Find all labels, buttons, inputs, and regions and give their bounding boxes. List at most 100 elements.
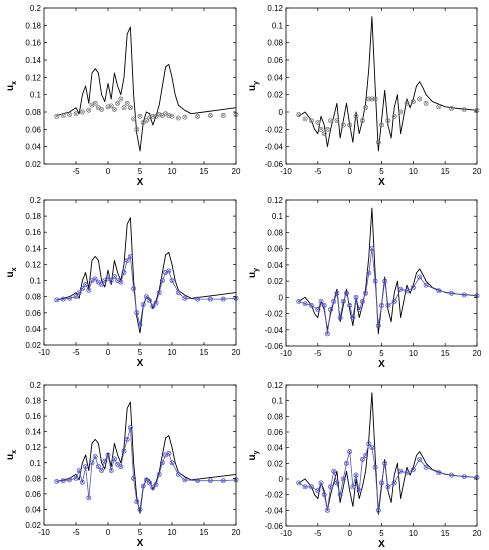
point-marker: [379, 480, 384, 486]
point-marker: [398, 109, 404, 115]
y-tick-label: 0.14: [25, 56, 41, 65]
data-point: [143, 118, 149, 124]
y-tick-label: 0: [279, 108, 284, 117]
point-marker: [140, 302, 146, 308]
point-marker-cross: [134, 310, 139, 315]
point-marker: [108, 468, 114, 474]
data-point: [398, 468, 404, 474]
point-marker-cross: [90, 460, 94, 465]
point-marker-cross: [115, 101, 120, 106]
point-marker-cross: [86, 108, 91, 113]
point-marker-cross: [170, 278, 174, 283]
data-point: [131, 286, 137, 292]
data-point: [105, 452, 111, 458]
point-marker-cross: [208, 297, 213, 301]
point-marker-cross: [115, 278, 120, 283]
y-tick-label: 0: [279, 293, 284, 302]
x-tick-label: 0: [347, 349, 352, 358]
point-marker: [385, 118, 391, 124]
point-marker-cross: [309, 485, 314, 489]
point-marker: [344, 460, 349, 466]
point-marker: [118, 464, 124, 470]
data-point: [369, 445, 375, 451]
x-tick-label: 20: [232, 167, 241, 176]
y-axis-label-subscript: x: [11, 450, 18, 454]
y-axis-label-main: u: [5, 271, 16, 277]
data-point: [347, 449, 353, 455]
point-marker-cross: [424, 465, 428, 470]
point-marker: [366, 270, 372, 276]
point-marker-cross: [322, 131, 327, 136]
point-marker-cross: [138, 507, 142, 512]
data-point: [111, 274, 117, 279]
y-axis-label: uy: [247, 81, 260, 91]
point-marker: [436, 288, 442, 294]
point-marker-cross: [182, 296, 187, 301]
data-point: [391, 480, 397, 486]
y-tick-label: 0.16: [25, 228, 41, 237]
point-marker: [83, 282, 89, 288]
point-marker: [331, 298, 337, 304]
data-point: [379, 480, 384, 486]
x-tick-label: 5: [379, 349, 384, 358]
x-tick-label: 10: [409, 349, 418, 358]
x-tick-label: 0: [347, 167, 352, 176]
point-marker: [321, 492, 327, 498]
point-marker: [309, 302, 314, 308]
data-point: [121, 270, 127, 275]
y-axis-label-subscript: y: [253, 450, 260, 454]
data-point: [67, 477, 73, 483]
data-point: [134, 499, 140, 505]
data-point: [340, 476, 346, 482]
data-point: [318, 298, 324, 304]
point-marker: [147, 480, 153, 486]
point-marker: [159, 460, 165, 466]
point-marker: [309, 484, 314, 490]
y-tick-label: 0.1: [30, 91, 42, 100]
data-point: [54, 113, 60, 119]
data-point: [391, 113, 397, 119]
point-marker-cross: [93, 277, 98, 281]
point-marker-cross: [351, 485, 355, 489]
data-point: [359, 456, 365, 462]
data-point: [334, 480, 340, 486]
point-marker: [207, 296, 213, 302]
y-tick-label: 0.04: [267, 261, 283, 270]
y-tick-label: 0.02: [25, 160, 41, 169]
point-marker: [353, 472, 359, 478]
data-point: [124, 436, 130, 442]
data-point: [328, 118, 334, 124]
point-marker: [461, 106, 467, 112]
point-marker-cross: [379, 123, 384, 127]
plot-frame: [285, 199, 478, 347]
point-marker: [404, 100, 410, 106]
point-marker-cross: [80, 480, 85, 485]
point-marker-cross: [67, 112, 72, 117]
data-point: [318, 126, 324, 132]
y-tick-label: 0.08: [25, 108, 41, 117]
point-marker-cross: [335, 118, 339, 123]
point-marker-cross: [316, 120, 320, 125]
point-marker: [137, 506, 143, 512]
point-marker: [169, 278, 175, 284]
point-marker-cross: [366, 271, 371, 275]
point-marker: [89, 460, 95, 466]
point-marker: [324, 126, 330, 132]
point-marker-cross: [80, 286, 85, 291]
y-tick-label: 0.04: [25, 143, 41, 152]
point-marker-cross: [128, 105, 133, 110]
x-tick-label: -10: [38, 528, 50, 537]
point-marker-cross: [316, 488, 320, 493]
data-point: [334, 118, 340, 124]
point-marker: [398, 286, 404, 292]
point-marker-cross: [309, 118, 314, 123]
point-marker-cross: [157, 290, 162, 295]
y-tick-label: 0.1: [272, 212, 284, 221]
data-point: [92, 276, 98, 282]
point-marker: [449, 290, 454, 296]
point-marker: [73, 475, 79, 481]
series-line: [56, 401, 237, 514]
point-marker-cross: [99, 282, 104, 287]
point-marker-cross: [335, 291, 339, 296]
point-marker: [372, 96, 378, 102]
